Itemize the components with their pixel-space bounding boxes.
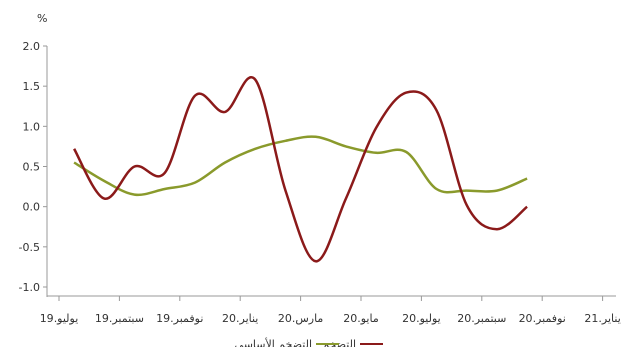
y-tick-label: -1.0 bbox=[19, 281, 40, 294]
y-tick-label: 1.0 bbox=[23, 120, 41, 133]
series-lines bbox=[73, 76, 528, 263]
x-tick-label: يناير.21 bbox=[584, 312, 620, 325]
x-tick-label: سبتمبر.20 bbox=[457, 312, 506, 325]
x-tick-label: يوليو.19 bbox=[40, 312, 79, 325]
y-tick-label: 1.5 bbox=[23, 80, 41, 93]
legend-label-core-inflation: التضخم الأساسي bbox=[235, 337, 312, 347]
x-tick-label: يوليو.20 bbox=[402, 312, 441, 325]
x-tick-label: مارس.20 bbox=[278, 312, 324, 325]
x-tick-label: يناير.20 bbox=[222, 312, 258, 325]
y-axis-ticks: 2.0 1.5 1.0 0.5 0.0 -0.5 -1.0 bbox=[19, 40, 47, 294]
y-tick-label: 0.5 bbox=[23, 161, 41, 174]
legend: التضخم التضخم الأساسي bbox=[235, 337, 383, 351]
series-line-inflation bbox=[73, 76, 528, 263]
x-tick-label: مايو.20 bbox=[343, 312, 379, 325]
y-tick-label: 0.0 bbox=[23, 201, 41, 214]
y-unit-label: % bbox=[37, 12, 47, 25]
legend-label-inflation: التضخم bbox=[322, 338, 356, 347]
y-tick-label: 2.0 bbox=[23, 40, 41, 53]
x-tick-label: سبتمبر.19 bbox=[95, 312, 144, 325]
y-tick-label: -0.5 bbox=[19, 241, 40, 254]
x-tick-label: نوفمبر.19 bbox=[156, 312, 203, 325]
x-axis-ticks: يوليو.19 سبتمبر.19 نوفمبر.19 يناير.20 مارس.2… bbox=[40, 296, 621, 325]
x-tick-label: نوفمبر.20 bbox=[519, 312, 566, 325]
series-line-core-inflation bbox=[73, 135, 528, 197]
